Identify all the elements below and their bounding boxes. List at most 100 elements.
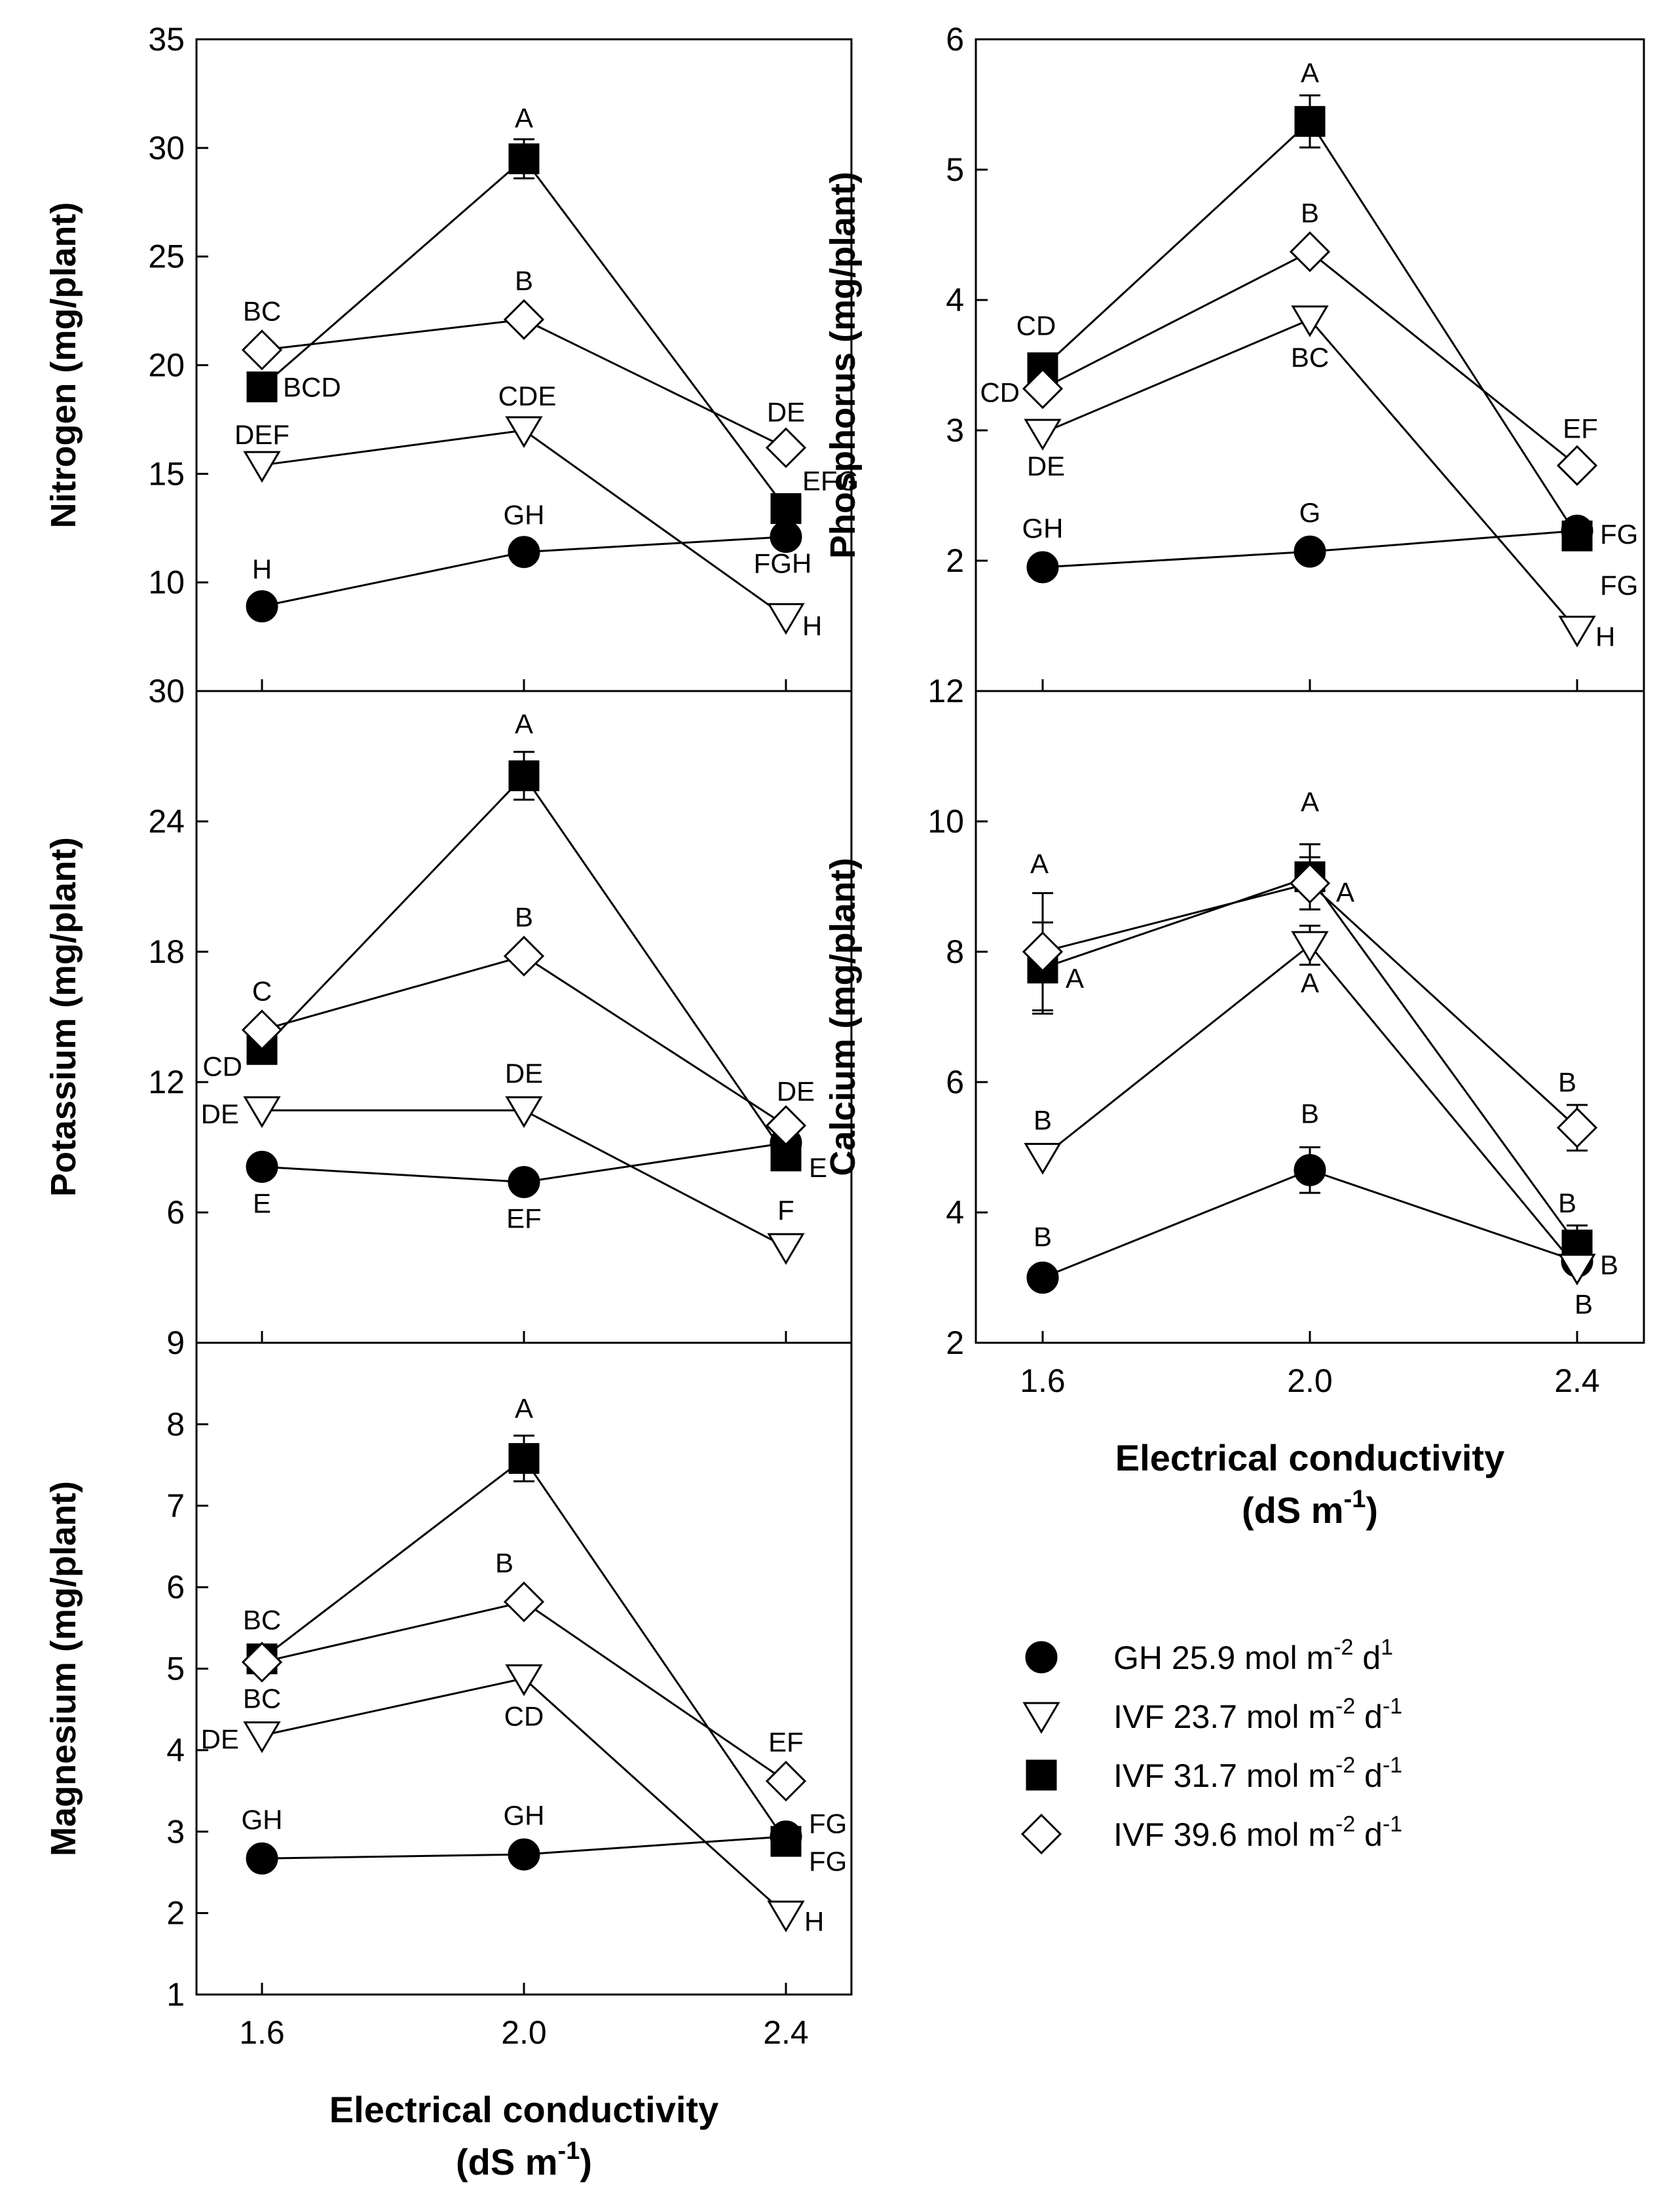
legend-marker-IVF31.7: [1026, 1759, 1057, 1791]
potassium-ylabel: Potassium (mg/plant): [44, 837, 83, 1197]
magnesium-ytick-label: 2: [166, 1895, 185, 1932]
calcium-significance-letter: B: [1301, 1098, 1319, 1129]
phosphorus-point-IVF23.7: [1558, 615, 1596, 648]
calcium-ytick-label: 8: [946, 933, 964, 970]
calcium-significance-letter: A: [1030, 848, 1049, 879]
calcium-significance-letter: A: [1301, 967, 1319, 998]
phosphorus-point-GH: [1026, 551, 1059, 584]
phosphorus-ylabel: Phosphorus (mg/plant): [823, 172, 863, 559]
magnesium-xunit: (dS m-1): [456, 2137, 592, 2183]
calcium-panel: 2 4 6 8 10 12 1.6 2.0 2.4 Calcium (mg/plant) Elect…: [823, 673, 1645, 1531]
phosphorus-significance-letter: DE: [1027, 451, 1065, 481]
legend-marker-IVF39.6: [1020, 1813, 1062, 1855]
calcium-xtick-label: 2.0: [1287, 1362, 1333, 1399]
magnesium-significance-letter: GH: [504, 1800, 545, 1831]
potassium-significance-letter: DE: [201, 1098, 239, 1129]
nitrogen-point-IVF39.6: [241, 329, 283, 371]
calcium-significance-letter: B: [1600, 1250, 1618, 1281]
calcium-significance-letter: A: [1336, 877, 1354, 908]
phosphorus-significance-letter: CD: [980, 377, 1020, 407]
magnesium-significance-letter: DE: [201, 1723, 239, 1754]
phosphorus-significance-letter: EF: [1563, 413, 1598, 444]
phosphorus-significance-letter: H: [1595, 621, 1615, 652]
nitrogen-point-IVF23.7: [505, 416, 543, 448]
magnesium-significance-letter: BC: [243, 1683, 281, 1714]
magnesium-ytick-label: 7: [166, 1488, 185, 1524]
nitrogen-significance-letter: BC: [243, 295, 281, 326]
nitrogen-ytick-label: 25: [148, 238, 185, 275]
calcium-series-line-IVF39.6: [1042, 882, 1578, 1129]
potassium-significance-letter: E: [253, 1188, 271, 1218]
magnesium-xtick-label: 2.4: [763, 2014, 809, 2051]
magnesium-ylabel: Magnesium (mg/plant): [44, 1481, 83, 1856]
calcium-xtick-label: 2.4: [1554, 1362, 1600, 1399]
magnesium-point-IVF23.7: [767, 1900, 805, 1933]
potassium-significance-letter: DE: [777, 1076, 815, 1106]
potassium-point-IVF31.7: [508, 760, 540, 791]
potassium-ytick-label: 12: [148, 1064, 185, 1100]
nitrogen-ytick-label: 35: [148, 21, 185, 58]
potassium-point-IVF39.6: [503, 935, 545, 977]
phosphorus-panel: 2 3 4 5 6 Phosphorus (mg/plant) GH G FG DE BC H CD A F…: [823, 21, 1645, 692]
nitrogen-significance-letter: DE: [767, 397, 805, 428]
calcium-ytick-label: 12: [927, 673, 964, 709]
calcium-significance-letter: A: [1301, 787, 1319, 817]
potassium-ytick-label: 18: [148, 933, 185, 970]
magnesium-significance-letter: BC: [243, 1605, 281, 1636]
potassium-point-GH: [246, 1150, 278, 1183]
calcium-point-GH: [1294, 1153, 1326, 1186]
phosphorus-significance-letter: GH: [1022, 513, 1064, 544]
nitrogen-point-IVF23.7: [767, 603, 805, 635]
magnesium-ytick-label: 4: [166, 1732, 185, 1769]
phosphorus-significance-letter: FG: [1600, 519, 1638, 550]
nitrogen-ytick-label: 20: [148, 347, 185, 384]
nitrogen-panel: 10 15 20 25 30 35 Nitrogen (mg/plant) H GH FGH DEF…: [44, 21, 859, 692]
magnesium-xtick-label: 1.6: [239, 2014, 285, 2051]
calcium-significance-letter: A: [1066, 963, 1084, 994]
nitrogen-significance-letter: H: [802, 610, 822, 641]
magnesium-panel: 1 2 3 4 5 6 7 8 9 1.6 2.0 2.4 Magnesium (mg/plant) El…: [44, 1324, 853, 2183]
nitrogen-ytick-label: 30: [148, 130, 185, 166]
nitrogen-significance-letter: GH: [504, 500, 545, 531]
magnesium-ytick-label: 6: [166, 1569, 185, 1605]
magnesium-point-IVF39.6: [503, 1581, 545, 1622]
potassium-significance-letter: CD: [202, 1051, 242, 1081]
magnesium-point-IVF31.7: [508, 1443, 540, 1474]
nitrogen-point-IVF31.7: [508, 143, 540, 174]
nitrogen-significance-letter: FGH: [754, 548, 812, 579]
magnesium-significance-letter: B: [495, 1548, 513, 1579]
magnesium-significance-letter: A: [515, 1393, 533, 1424]
potassium-significance-letter: C: [252, 975, 272, 1006]
magnesium-point-IVF39.6: [241, 1641, 283, 1683]
legend-label: GH 25.9 mol m-2 d1: [1113, 1635, 1393, 1676]
phosphorus-point-IVF39.6: [1022, 368, 1064, 409]
phosphorus-significance-letter: BC: [1291, 342, 1329, 373]
phosphorus-significance-letter: B: [1301, 197, 1319, 228]
potassium-significance-letter: F: [777, 1195, 794, 1226]
magnesium-point-IVF23.7: [243, 1721, 281, 1753]
nitrogen-point-IVF31.7: [246, 371, 278, 403]
phosphorus-point-IVF39.6: [1556, 445, 1598, 486]
calcium-point-IVF39.6: [1556, 1107, 1598, 1148]
phosphorus-ytick-label: 6: [946, 21, 964, 58]
magnesium-point-IVF31.7: [770, 1826, 802, 1857]
nitrogen-significance-letter: CDE: [498, 381, 557, 411]
potassium-significance-letter: E: [809, 1152, 827, 1183]
potassium-point-IVF23.7: [505, 1096, 543, 1129]
potassium-point-IVF23.7: [767, 1233, 805, 1265]
legend-label: IVF 23.7 mol m-2 d-1: [1113, 1694, 1402, 1735]
calcium-point-IVF23.7: [1291, 931, 1329, 963]
nitrogen-point-IVF31.7: [770, 493, 802, 524]
potassium-significance-letter: DE: [505, 1058, 543, 1089]
magnesium-point-IVF39.6: [765, 1761, 807, 1802]
nitrogen-significance-letter: BCD: [283, 372, 341, 403]
potassium-significance-letter: B: [515, 902, 533, 933]
nitrogen-point-IVF39.6: [765, 427, 807, 468]
calcium-ylabel: Calcium (mg/plant): [823, 857, 863, 1176]
phosphorus-significance-letter: G: [1299, 497, 1321, 528]
potassium-significance-letter: EF: [506, 1203, 542, 1234]
magnesium-significance-letter: FG: [809, 1809, 847, 1839]
nitrogen-ytick-label: 15: [148, 455, 185, 492]
magnesium-point-GH: [508, 1838, 540, 1871]
magnesium-ytick-label: 9: [166, 1324, 185, 1361]
